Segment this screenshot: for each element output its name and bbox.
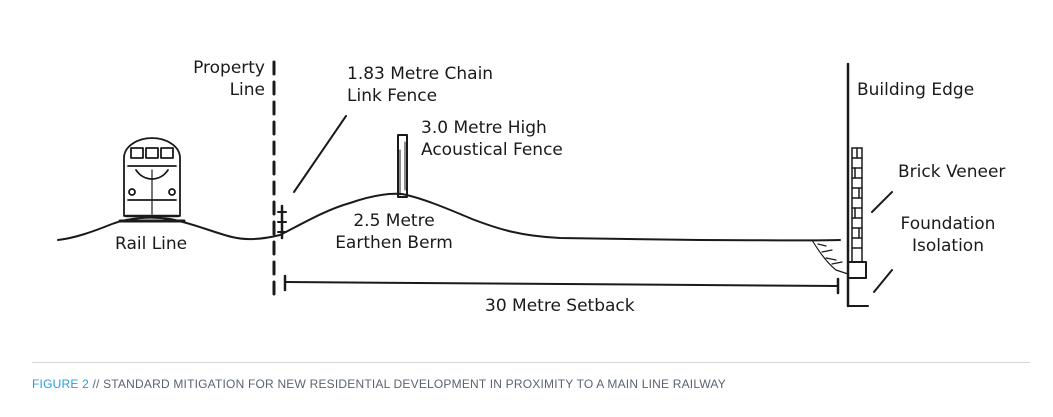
chain-link-leader: [293, 115, 347, 193]
chain-link-fence-label-line1: 1.83 Metre Chain: [347, 64, 494, 84]
foundation-leader: [873, 269, 893, 293]
foundation: [811, 239, 869, 307]
earthen-berm-label-line1: 2.5 Metre: [353, 211, 435, 231]
property-line-label-line1: Property: [193, 58, 265, 78]
ground-profile: [57, 192, 841, 242]
acoustical-fence-label-line2: Acoustical Fence: [421, 140, 563, 160]
figure-number: FIGURE 2: [32, 377, 89, 391]
foundation-isolation-label: Foundation Isolation: [893, 213, 1003, 257]
chain-link-fence-label-line2: Link Fence: [347, 86, 438, 106]
building-edge-label: Building Edge: [857, 80, 975, 100]
setback-dimension: [283, 274, 840, 295]
foundation-isolation-label-line1: Foundation: [900, 214, 996, 234]
earthen-berm-label-line2: Earthen Berm: [335, 233, 453, 253]
acoustical-fence-label: 3.0 Metre High Acoustical Fence: [421, 117, 563, 161]
setback-label: 30 Metre Setback: [485, 296, 635, 316]
chain-link-fence-label: 1.83 Metre Chain Link Fence: [347, 63, 493, 107]
acoustical-fence-label-line1: 3.0 Metre High: [421, 118, 547, 138]
brick-veneer-label: Brick Veneer: [898, 162, 1006, 182]
earthen-berm-label: 2.5 Metre Earthen Berm: [330, 210, 458, 254]
caption-text: // STANDARD MITIGATION FOR NEW RESIDENTI…: [88, 377, 726, 391]
brick-veneer-leader: [871, 191, 893, 213]
property-line-label-line2: Line: [229, 80, 265, 100]
brick-veneer: [851, 147, 863, 263]
figure-caption: FIGURE 2 // STANDARD MITIGATION FOR NEW …: [32, 377, 726, 391]
caption-divider: [32, 362, 1030, 363]
property-line-label: Property Line: [193, 57, 265, 101]
foundation-isolation-label-line2: Isolation: [912, 236, 984, 256]
chain-link-fence: [277, 204, 287, 240]
train-icon: [118, 137, 186, 223]
rail-line-label: Rail Line: [115, 234, 188, 254]
cross-section-diagram: [57, 60, 893, 308]
acoustical-fence: [397, 134, 408, 198]
